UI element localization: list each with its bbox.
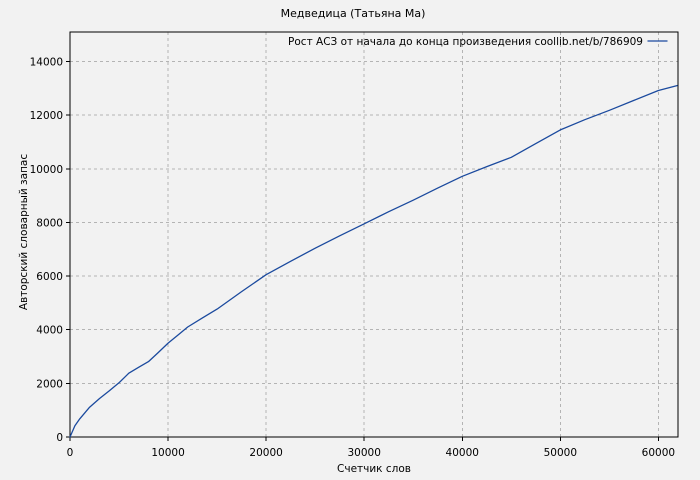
y-tick-label: 6000 — [36, 271, 63, 283]
y-axis-label: Авторский словарный запас — [18, 154, 30, 311]
x-tick-label: 40000 — [446, 447, 479, 459]
gridlines — [70, 32, 678, 437]
x-axis-label: Счетчик слов — [337, 463, 411, 475]
x-tick-label: 30000 — [347, 447, 380, 459]
x-tick-labels: 0 10000 20000 30000 40000 50000 60000 — [67, 447, 675, 459]
x-tick-label: 20000 — [249, 447, 282, 459]
x-tick-label: 60000 — [642, 447, 675, 459]
x-tick-label: 10000 — [151, 447, 184, 459]
y-tick-labels: 0 2000 4000 6000 8000 10000 12000 14000 — [30, 57, 63, 444]
legend: Рост АСЗ от начала до конца произведения… — [288, 36, 668, 48]
y-tick-label: 4000 — [36, 325, 63, 337]
x-tick-label: 0 — [67, 447, 74, 459]
y-tick-label: 8000 — [36, 217, 63, 229]
plot-border — [69, 31, 679, 438]
legend-label: Рост АСЗ от начала до конца произведения… — [288, 36, 643, 48]
y-tick-label: 10000 — [30, 164, 63, 176]
x-tick-label: 50000 — [544, 447, 577, 459]
y-tick-label: 14000 — [30, 57, 63, 69]
series-line — [69, 84, 678, 438]
y-tick-label: 0 — [56, 432, 63, 444]
chart-title: Медведица (Татьяна Ма) — [281, 7, 426, 20]
y-tick-label: 2000 — [36, 378, 63, 390]
y-tick-label: 12000 — [30, 110, 63, 122]
axis-ticks — [66, 61, 659, 441]
